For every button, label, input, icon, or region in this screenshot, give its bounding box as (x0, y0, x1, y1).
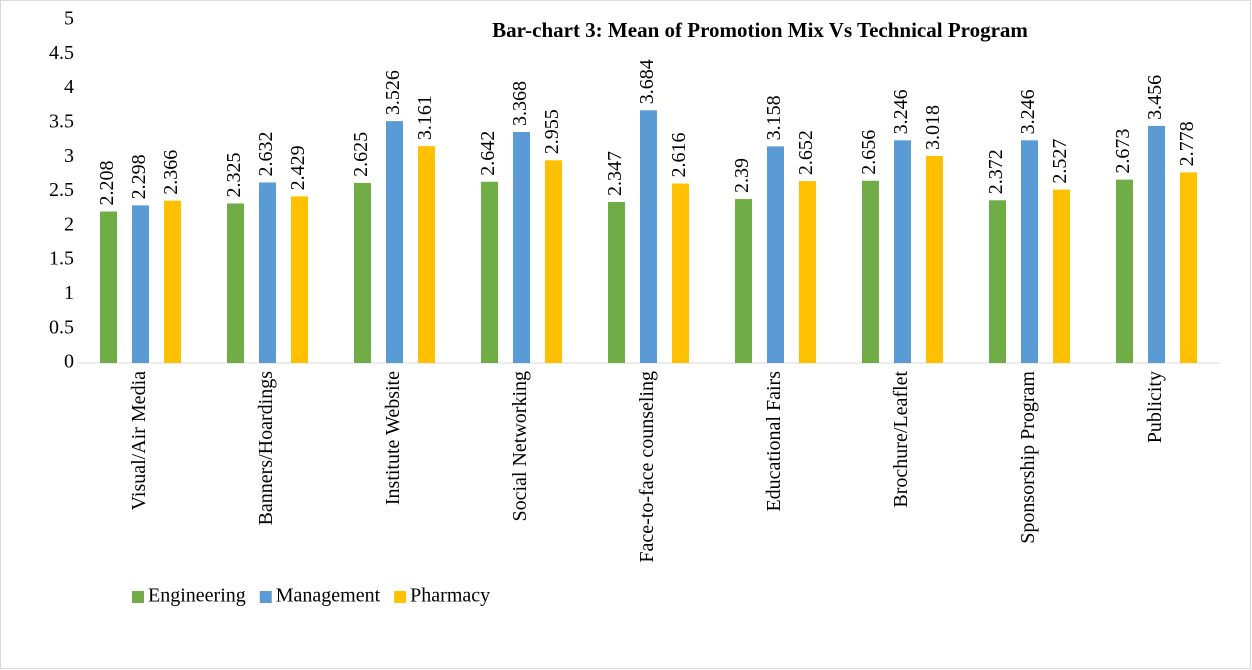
y-tick-label: 2 (64, 213, 74, 235)
bar (1148, 125, 1165, 364)
value-label: 2.208 (96, 161, 118, 206)
bar (1021, 140, 1038, 363)
x-tick-label: Publicity (1144, 371, 1166, 443)
value-label: 3.161 (414, 95, 436, 140)
value-label: 2.673 (1112, 129, 1134, 174)
x-tick-label: Sponsorship Program (1017, 371, 1039, 544)
value-label: 2.347 (604, 151, 626, 196)
legend-swatch (259, 591, 272, 603)
bar (513, 131, 530, 363)
value-label: 3.456 (1144, 75, 1166, 120)
value-label: 3.368 (509, 81, 531, 126)
bar (926, 155, 943, 363)
legend-swatch (132, 591, 144, 603)
y-tick-label: 3 (64, 145, 74, 167)
value-label: 2.366 (160, 150, 182, 195)
value-label: 2.642 (477, 131, 499, 176)
x-tick-label: Visual/Air Media (128, 371, 150, 510)
value-label: 2.39 (731, 158, 753, 193)
value-label: 2.527 (1049, 139, 1071, 184)
bar (672, 183, 689, 363)
value-label: 2.325 (223, 153, 245, 198)
bar (767, 146, 784, 363)
value-label: 3.684 (636, 59, 658, 104)
bar (100, 211, 117, 363)
value-label: 2.656 (858, 130, 880, 175)
value-label: 2.625 (350, 132, 372, 177)
y-tick-label: 3.5 (49, 110, 74, 132)
bar (227, 203, 244, 363)
bar (545, 160, 562, 363)
x-tick-label: Educational Fairs (763, 371, 785, 512)
value-label: 3.526 (382, 70, 404, 115)
value-label: 2.372 (985, 149, 1007, 194)
value-label: 2.616 (668, 133, 690, 178)
bar (894, 140, 911, 363)
chart-title: Bar-chart 3: Mean of Promotion Mix Vs Te… (492, 18, 1028, 42)
bar (862, 180, 879, 363)
bar (386, 121, 403, 364)
value-label: 3.246 (890, 89, 912, 134)
x-tick-label: Social Networking (509, 371, 531, 522)
y-tick-label: 4.5 (49, 42, 74, 64)
bar (291, 196, 308, 363)
value-label: 3.018 (922, 105, 944, 150)
bar (1180, 172, 1197, 363)
bar (418, 146, 435, 363)
x-tick-label: Banners/Hoardings (255, 371, 277, 526)
legend-label: Pharmacy (410, 585, 490, 607)
y-tick-label: 1 (64, 282, 74, 304)
bar (164, 200, 181, 363)
bar (354, 182, 371, 363)
legend-label: Management (276, 585, 381, 607)
legend-label: Engineering (148, 585, 246, 607)
y-tick-label: 2.5 (49, 179, 74, 201)
bar (608, 201, 625, 363)
value-label: 2.429 (287, 145, 309, 190)
value-label: 2.955 (541, 109, 563, 154)
bar (1116, 179, 1133, 363)
bar (1053, 189, 1070, 363)
y-tick-label: 0.5 (49, 316, 74, 338)
value-label: 2.632 (255, 131, 277, 176)
bar (132, 205, 149, 363)
x-tick-label: Face-to-face counseling (636, 371, 658, 563)
y-tick-label: 1.5 (49, 248, 74, 270)
value-label: 3.158 (763, 95, 785, 140)
bar (259, 182, 276, 363)
value-label: 2.778 (1176, 121, 1198, 166)
bar (799, 181, 816, 363)
bar (735, 199, 752, 363)
y-tick-label: 4 (64, 76, 74, 98)
bar (481, 181, 498, 363)
value-label: 2.652 (795, 130, 817, 175)
x-tick-label: Brochure/Leaflet (890, 371, 912, 508)
value-label: 2.298 (128, 154, 150, 199)
y-tick-label: 0 (64, 351, 74, 373)
value-label: 3.246 (1017, 89, 1039, 134)
y-tick-label: 5 (64, 8, 74, 30)
bar (989, 200, 1006, 363)
legend-swatch (394, 591, 407, 603)
x-tick-label: Institute Website (382, 371, 404, 505)
bar (640, 110, 657, 363)
